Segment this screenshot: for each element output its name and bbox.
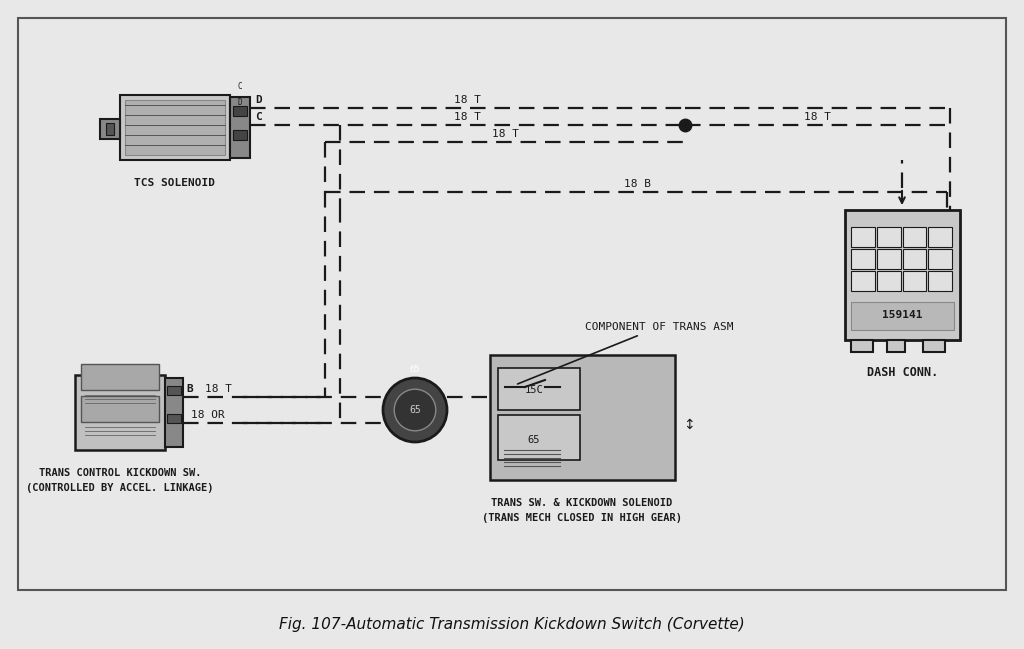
Bar bbox=[81, 364, 159, 390]
Text: 65: 65 bbox=[410, 365, 421, 374]
Text: C: C bbox=[255, 112, 262, 122]
Text: 18 T: 18 T bbox=[492, 129, 518, 139]
Text: 18 B: 18 B bbox=[624, 179, 650, 189]
Bar bbox=[851, 302, 954, 330]
Bar bbox=[877, 249, 900, 269]
Text: TRANS CONTROL KICKDOWN SW.: TRANS CONTROL KICKDOWN SW. bbox=[39, 468, 202, 478]
Bar bbox=[923, 340, 945, 352]
Text: 18 T: 18 T bbox=[205, 384, 232, 394]
Bar bbox=[165, 378, 183, 447]
Bar bbox=[230, 97, 250, 158]
Text: B: B bbox=[186, 384, 193, 394]
Bar bbox=[498, 368, 580, 410]
Text: TCS SOLENOID: TCS SOLENOID bbox=[134, 178, 215, 188]
Bar bbox=[851, 227, 874, 247]
Bar bbox=[81, 396, 159, 422]
Bar bbox=[167, 414, 181, 423]
Text: (CONTROLLED BY ACCEL. LINKAGE): (CONTROLLED BY ACCEL. LINKAGE) bbox=[27, 483, 214, 493]
Text: DASH CONN.: DASH CONN. bbox=[867, 366, 938, 379]
Bar bbox=[106, 123, 114, 135]
Circle shape bbox=[394, 389, 436, 431]
Bar bbox=[877, 227, 900, 247]
Text: 15C: 15C bbox=[524, 385, 544, 395]
Text: ↕: ↕ bbox=[683, 418, 694, 432]
Text: 65: 65 bbox=[527, 435, 541, 445]
Bar bbox=[120, 95, 230, 160]
Text: Fig. 107-Automatic Transmission Kickdown Switch (Corvette): Fig. 107-Automatic Transmission Kickdown… bbox=[280, 617, 744, 633]
Bar bbox=[902, 249, 927, 269]
Bar bbox=[887, 340, 905, 352]
Bar bbox=[877, 271, 900, 291]
Bar bbox=[233, 106, 247, 116]
Bar bbox=[498, 415, 580, 460]
Bar bbox=[18, 18, 1006, 590]
Text: D: D bbox=[255, 95, 262, 105]
Text: 18 T: 18 T bbox=[804, 112, 830, 122]
Text: TRANS SW. & KICKDOWN SOLENOID: TRANS SW. & KICKDOWN SOLENOID bbox=[492, 498, 673, 508]
Text: (TRANS MECH CLOSED IN HIGH GEAR): (TRANS MECH CLOSED IN HIGH GEAR) bbox=[482, 513, 682, 523]
Bar bbox=[167, 386, 181, 395]
Bar bbox=[845, 210, 961, 340]
Bar bbox=[851, 271, 874, 291]
Bar bbox=[928, 227, 952, 247]
Bar bbox=[851, 249, 874, 269]
Bar bbox=[100, 119, 120, 139]
Text: 18 T: 18 T bbox=[454, 95, 480, 105]
Bar bbox=[902, 271, 927, 291]
Bar bbox=[928, 249, 952, 269]
Bar bbox=[902, 227, 927, 247]
Bar bbox=[75, 375, 165, 450]
Bar bbox=[490, 355, 675, 480]
Bar bbox=[233, 130, 247, 140]
Text: 18 T: 18 T bbox=[454, 112, 480, 122]
Text: COMPONENT OF TRANS ASM: COMPONENT OF TRANS ASM bbox=[517, 322, 733, 384]
Bar bbox=[851, 340, 873, 352]
Text: 65: 65 bbox=[410, 405, 421, 415]
Bar bbox=[928, 271, 952, 291]
Text: C
D: C D bbox=[238, 82, 243, 107]
Text: 18 OR: 18 OR bbox=[191, 410, 224, 420]
Circle shape bbox=[383, 378, 447, 442]
Text: 159141: 159141 bbox=[883, 310, 923, 320]
Bar bbox=[125, 100, 225, 155]
